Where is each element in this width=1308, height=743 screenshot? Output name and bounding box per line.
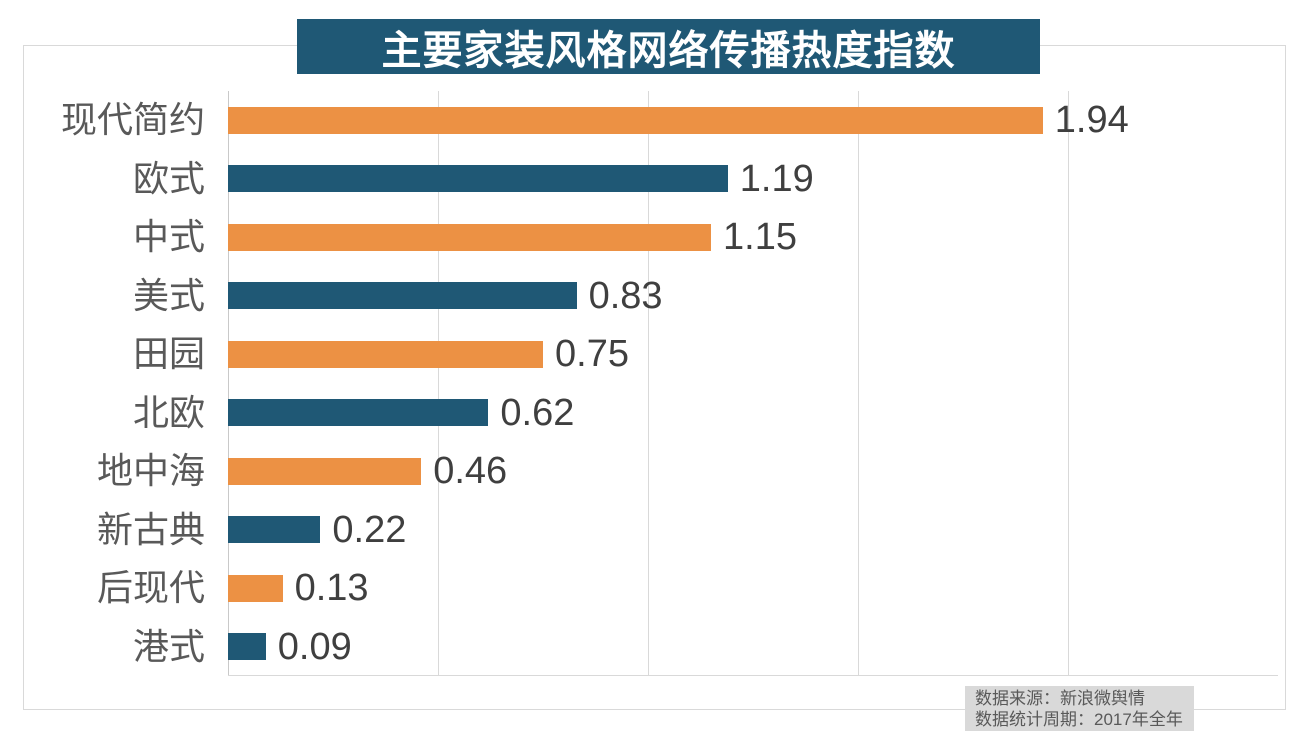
gridline (858, 91, 859, 675)
value-label: 1.94 (1054, 99, 1129, 142)
data-period-line: 数据统计周期：2017年全年 (975, 710, 1183, 729)
category-label: 美式 (132, 274, 205, 316)
bar (228, 633, 266, 661)
bar (228, 516, 321, 544)
bar (228, 457, 422, 485)
category-label: 新古典 (96, 508, 205, 550)
value-label: 1.15 (723, 216, 797, 259)
bar (228, 282, 577, 310)
bar (228, 165, 728, 193)
value-label: 0.13 (294, 567, 369, 610)
category-label: 地中海 (96, 450, 205, 492)
bar (228, 340, 543, 368)
category-axis-line (228, 91, 229, 676)
value-label: 0.22 (332, 508, 407, 551)
category-label: 田园 (132, 333, 205, 375)
value-label: 0.09 (277, 625, 352, 668)
data-source-box: 数据来源：新浪微舆情 数据统计周期：2017年全年 (965, 686, 1194, 731)
value-label: 1.19 (739, 157, 814, 200)
category-label: 港式 (132, 625, 205, 667)
value-axis-line (228, 675, 1278, 676)
data-source-line: 数据来源：新浪微舆情 (975, 689, 1145, 708)
gridline (1068, 91, 1069, 675)
value-label: 0.46 (433, 450, 508, 493)
value-label: 0.62 (500, 391, 575, 434)
chart-border (23, 45, 1286, 710)
category-label: 中式 (132, 216, 205, 258)
bar (228, 574, 283, 602)
category-label: 欧式 (132, 157, 205, 199)
chart-title-band: 主要家装风格网络传播热度指数 (297, 19, 1040, 74)
category-label: 现代简约 (60, 99, 205, 141)
bar (228, 399, 489, 427)
gridline (648, 91, 649, 675)
gridline (438, 91, 439, 675)
chart-title: 主要家装风格网络传播热度指数 (381, 28, 956, 73)
bar (228, 223, 711, 251)
value-label: 0.83 (588, 274, 663, 317)
category-label: 北欧 (132, 391, 205, 433)
category-label: 后现代 (96, 567, 205, 609)
value-label: 0.75 (555, 333, 629, 376)
bar (228, 106, 1043, 134)
